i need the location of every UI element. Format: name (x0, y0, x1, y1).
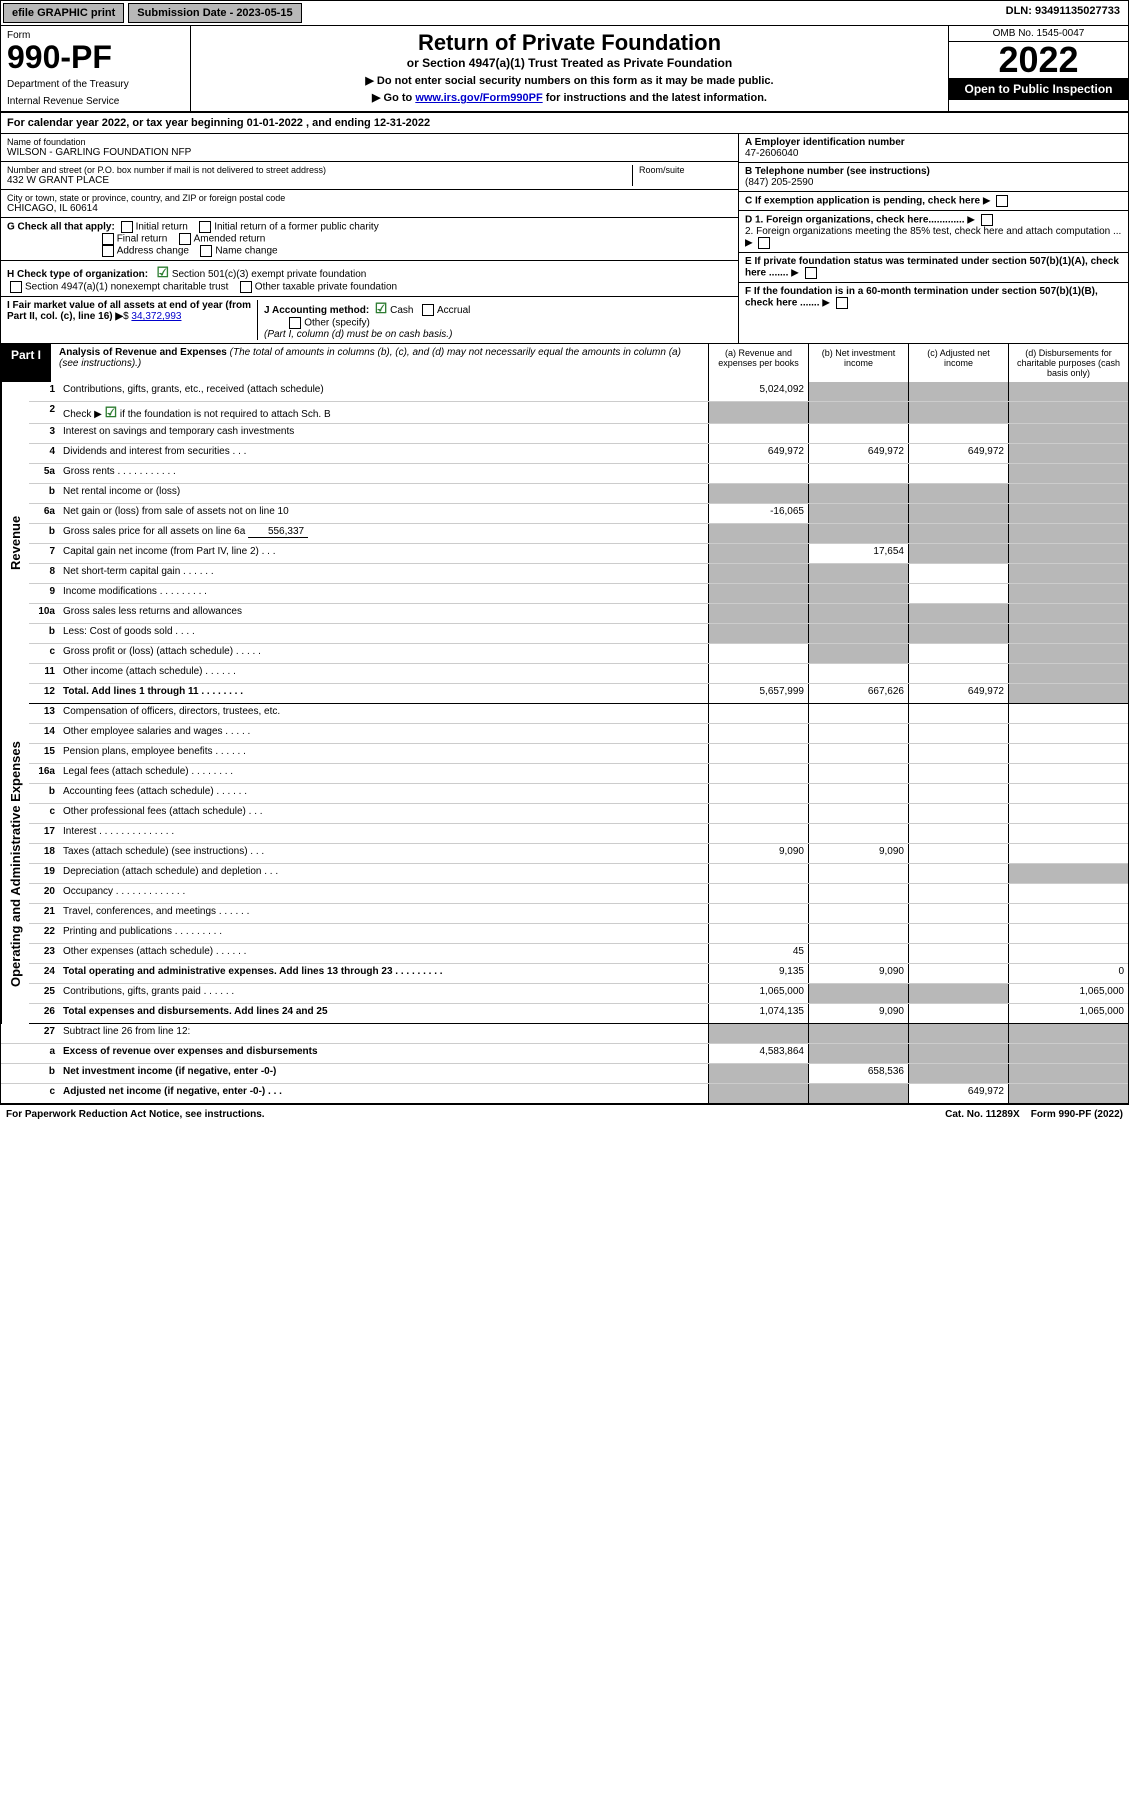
dln-label: DLN: 93491135027733 (998, 1, 1128, 25)
city-cell: City or town, state or province, country… (1, 190, 738, 218)
e-cell: E If private foundation status was termi… (739, 253, 1128, 283)
g-check-row: G Check all that apply: Initial return I… (1, 218, 738, 261)
col-b-header: (b) Net investment income (808, 344, 908, 382)
foundation-info: Name of foundation WILSON - GARLING FOUN… (1, 134, 1128, 344)
footer: For Paperwork Reduction Act Notice, see … (0, 1105, 1129, 1124)
i-j-row: I Fair market value of all assets at end… (1, 297, 738, 343)
col-c-header: (c) Adjusted net income (908, 344, 1008, 382)
form-subtitle: or Section 4947(a)(1) Trust Treated as P… (201, 56, 938, 70)
cat-number: Cat. No. 11289X (945, 1109, 1019, 1120)
fmv-link[interactable]: 34,372,993 (131, 311, 181, 322)
501c3-checkmark-icon: ☑ (156, 264, 169, 280)
initial-return-checkbox[interactable] (121, 221, 133, 233)
col-d-header: (d) Disbursements for charitable purpose… (1008, 344, 1128, 382)
4947-checkbox[interactable] (10, 281, 22, 293)
address-change-checkbox[interactable] (102, 245, 114, 257)
other-method-checkbox[interactable] (289, 317, 301, 329)
amended-return-checkbox[interactable] (179, 233, 191, 245)
cash-checkmark-icon: ☑ (375, 300, 388, 316)
form990pf-link[interactable]: www.irs.gov/Form990PF (415, 92, 542, 104)
form-number: 990-PF (7, 41, 184, 73)
status-terminated-checkbox[interactable] (805, 267, 817, 279)
year-box: OMB No. 1545-0047 2022 Open to Public In… (948, 26, 1128, 111)
foreign-org-checkbox[interactable] (981, 214, 993, 226)
open-public-badge: Open to Public Inspection (949, 78, 1128, 100)
line27-section: 27Subtract line 26 from line 12: aExcess… (1, 1024, 1128, 1104)
col-a-header: (a) Revenue and expenses per books (708, 344, 808, 382)
form-title: Return of Private Foundation (201, 30, 938, 56)
form-id-box: Form 990-PF Department of the Treasury I… (1, 26, 191, 111)
expenses-side-label: Operating and Administrative Expenses (1, 704, 29, 1024)
schb-checkmark-icon: ☑ (105, 404, 118, 420)
calendar-year-row: For calendar year 2022, or tax year begi… (1, 113, 1128, 134)
note-ssn: ▶ Do not enter social security numbers o… (201, 74, 938, 87)
note-goto: ▶ Go to www.irs.gov/Form990PF for instru… (201, 91, 938, 104)
final-return-checkbox[interactable] (102, 233, 114, 245)
topbar: efile GRAPHIC print Submission Date - 20… (1, 1, 1128, 26)
h-check-row: H Check type of organization: ☑ Section … (1, 261, 738, 297)
part1-title: Analysis of Revenue and Expenses (The to… (51, 344, 708, 382)
paperwork-notice: For Paperwork Reduction Act Notice, see … (6, 1109, 265, 1120)
dept-treasury: Department of the Treasury (7, 79, 184, 90)
exemption-pending-checkbox[interactable] (996, 195, 1008, 207)
f-cell: F If the foundation is in a 60-month ter… (739, 283, 1128, 312)
c-cell: C If exemption application is pending, c… (739, 192, 1128, 211)
other-taxable-checkbox[interactable] (240, 281, 252, 293)
60month-checkbox[interactable] (836, 297, 848, 309)
revenue-section: Revenue 1Contributions, gifts, grants, e… (1, 382, 1128, 704)
d-cell: D 1. Foreign organizations, check here..… (739, 211, 1128, 253)
part1-tag: Part I (1, 344, 51, 382)
submission-date-button[interactable]: Submission Date - 2023-05-15 (128, 3, 301, 23)
tax-year: 2022 (949, 42, 1128, 78)
initial-former-checkbox[interactable] (199, 221, 211, 233)
part1-header: Part I Analysis of Revenue and Expenses … (1, 344, 1128, 382)
form-ref: Form 990-PF (2022) (1031, 1109, 1123, 1120)
accrual-checkbox[interactable] (422, 304, 434, 316)
expenses-section: Operating and Administrative Expenses 13… (1, 704, 1128, 1024)
dept-irs: Internal Revenue Service (7, 96, 184, 107)
revenue-side-label: Revenue (1, 382, 29, 704)
phone-cell: B Telephone number (see instructions) (8… (739, 163, 1128, 192)
name-change-checkbox[interactable] (200, 245, 212, 257)
title-box: Return of Private Foundation or Section … (191, 26, 948, 111)
form-header: Form 990-PF Department of the Treasury I… (1, 26, 1128, 113)
foreign-85-checkbox[interactable] (758, 237, 770, 249)
efile-print-button[interactable]: efile GRAPHIC print (3, 3, 124, 23)
address-cell: Number and street (or P.O. box number if… (1, 162, 738, 190)
name-cell: Name of foundation WILSON - GARLING FOUN… (1, 134, 738, 162)
ein-cell: A Employer identification number 47-2606… (739, 134, 1128, 163)
